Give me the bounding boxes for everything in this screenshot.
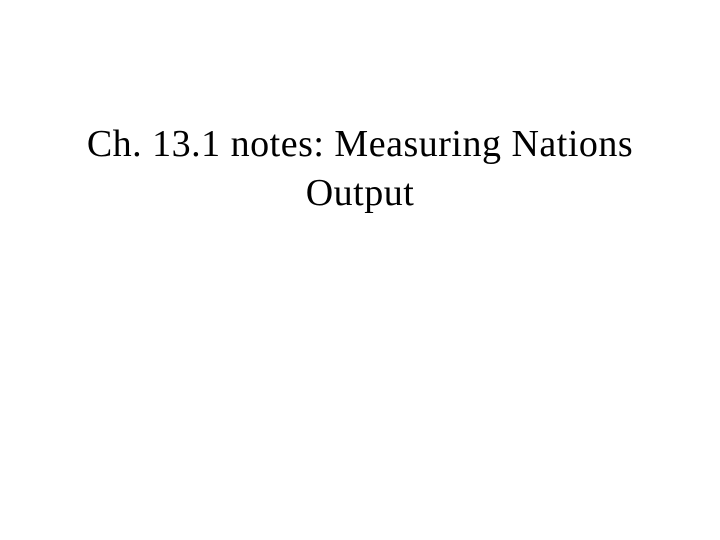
title-line-1: Ch. 13.1 notes: Measuring Nations <box>87 123 633 165</box>
title-line-2: Output <box>306 172 415 214</box>
presentation-slide: Ch. 13.1 notes: Measuring Nations Output <box>0 0 720 540</box>
slide-title: Ch. 13.1 notes: Measuring Nations Output <box>0 120 720 219</box>
